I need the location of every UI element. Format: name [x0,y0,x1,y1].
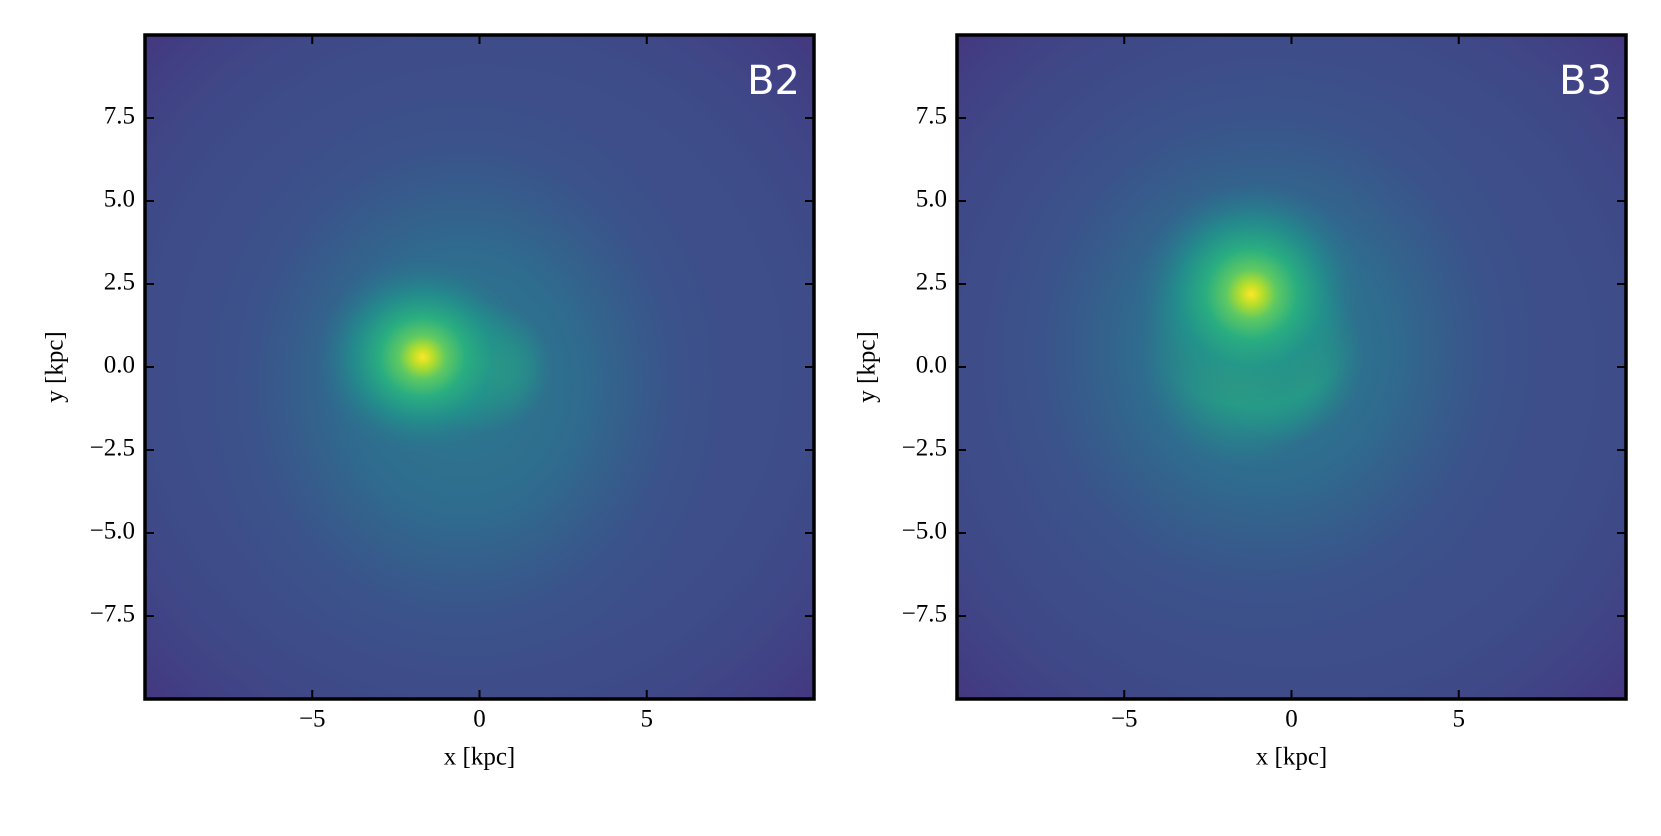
y-tick-label: 2.5 [916,269,947,296]
y-tick-label: 5.0 [916,186,947,213]
frame [955,33,1628,701]
y-tick-label: 5.0 [104,186,135,213]
density-map [957,35,1626,699]
x-tick-label: 5 [1453,706,1466,733]
panel: −5 0 5 −7.5 −5.0 −2.5 0.0 2.5 5.0 7.5 B3 x [kpc] y [… [854,33,1628,771]
frame [143,33,816,701]
x-tick-label: −5 [299,706,326,733]
y-tick-label: −2.5 [90,435,135,462]
x-tick-label: −5 [1111,706,1138,733]
x-tick-label: 0 [1285,706,1298,733]
y-tick-label: 7.5 [916,103,947,130]
x-axis-label: x [kpc] [444,744,516,771]
y-tick-label: −7.5 [90,601,135,628]
y-tick-label: 0.0 [104,352,135,379]
y-axis-label: y [kpc] [854,331,881,403]
panel-label: B2 [747,58,800,104]
panel: −5 0 5 −7.5 −5.0 −2.5 0.0 2.5 5.0 7.5 B2 x [kpc] y [… [42,33,816,771]
x-axis-label: x [kpc] [1256,744,1328,771]
y-tick-label: 0.0 [916,352,947,379]
y-tick-label: 7.5 [104,103,135,130]
vignette [145,35,814,699]
y-tick-label: −5.0 [90,518,135,545]
y-axis-label: y [kpc] [42,331,69,403]
vignette [957,35,1626,699]
density-map [145,35,814,699]
y-tick-label: −2.5 [902,435,947,462]
y-tick-label: 2.5 [104,269,135,296]
y-tick-label: −5.0 [902,518,947,545]
panel-label: B3 [1559,58,1612,104]
x-tick-label: 0 [473,706,486,733]
y-tick-label: −7.5 [902,601,947,628]
x-tick-label: 5 [641,706,654,733]
